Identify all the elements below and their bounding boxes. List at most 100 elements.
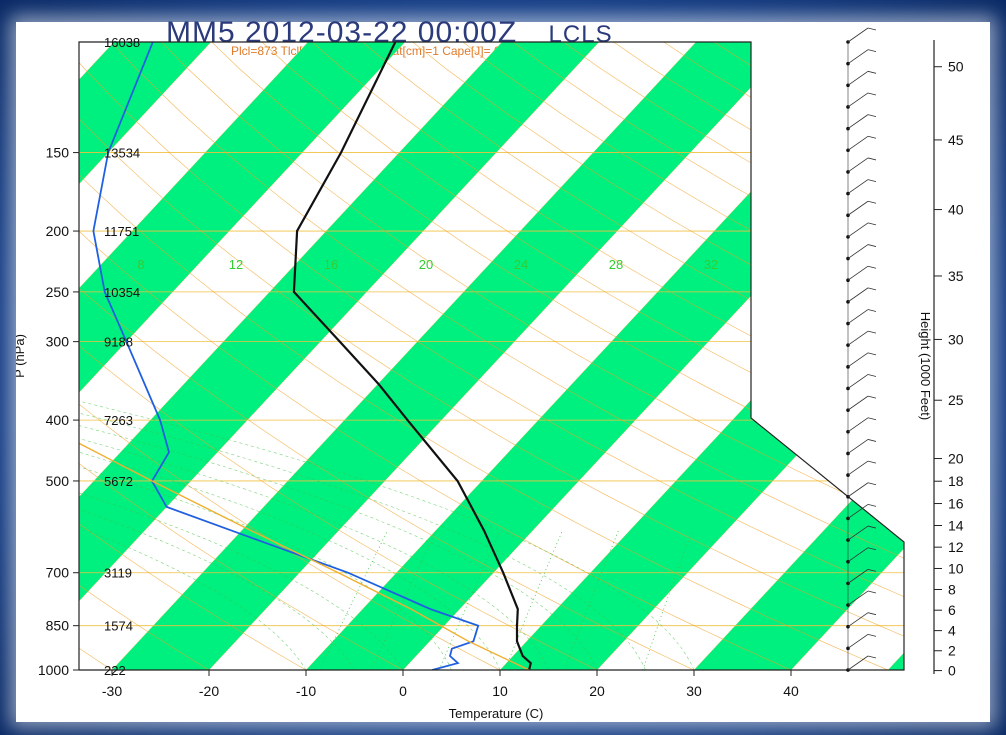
x-tick-label: 20	[589, 683, 605, 699]
wind-barb-shaft	[847, 49, 869, 64]
height-tick-label: 45	[948, 132, 964, 148]
y-tick-label: 400	[46, 412, 70, 428]
wind-barb-flag	[867, 547, 877, 551]
mixing-ratio-line	[319, 530, 388, 670]
dewpoint-profile	[92, 42, 480, 670]
temperature-band	[306, 42, 904, 670]
x-tick-label: 30	[686, 683, 702, 699]
isotherm-line	[693, 42, 904, 670]
wind-barb-shaft	[847, 417, 869, 433]
temperature-band	[500, 42, 904, 670]
height-tick-label: 35	[948, 268, 964, 284]
y-tick-label: 200	[46, 223, 70, 239]
isotherm-line	[79, 42, 729, 670]
height-label: 5672	[104, 474, 133, 489]
y-tick-label: 300	[46, 334, 70, 350]
wind-barb-shaft	[847, 634, 869, 649]
parcel-profile	[79, 42, 530, 670]
x-tick-label: 0	[399, 683, 407, 699]
y-tick-label: 150	[46, 145, 70, 161]
wind-barb-flag	[867, 179, 877, 182]
wind-barb-flag	[867, 655, 877, 659]
height-tick-label: 30	[948, 331, 964, 347]
wind-barb-shaft	[847, 222, 869, 238]
isotherm-line	[79, 42, 438, 670]
dry-adiabat	[79, 42, 232, 670]
wind-barb-shaft	[847, 287, 869, 303]
mixing-ratio-label: 20	[419, 257, 433, 272]
y-tick-label: 250	[46, 284, 70, 300]
dry-adiabat	[79, 42, 904, 670]
isotherm-line	[111, 42, 826, 670]
isotherm-line	[79, 42, 632, 670]
x-tick-label: 10	[492, 683, 508, 699]
height-label: 11751	[104, 224, 139, 239]
wind-barb-shaft	[847, 482, 869, 498]
y2-axis-title: Height (1000 Feet)	[918, 312, 933, 420]
wind-barb-flag	[867, 460, 877, 464]
wind-barb-flag	[867, 395, 877, 399]
height-tick-label: 16	[948, 496, 964, 512]
y-tick-label: 850	[46, 618, 70, 634]
wind-barb-shaft	[847, 374, 869, 389]
wind-barb-flag	[867, 265, 877, 269]
wind-barb-flag	[867, 222, 877, 226]
wind-barb-flag	[867, 417, 877, 421]
wind-barb-flag	[867, 157, 877, 161]
height-label: 222	[104, 663, 126, 678]
mixing-ratio-line	[642, 530, 693, 670]
height-tick-label: 20	[948, 451, 964, 467]
wind-barb-flag	[867, 525, 877, 529]
wind-barb-shaft	[847, 612, 869, 628]
y-tick-label: 700	[46, 565, 70, 581]
height-tick-label: 25	[948, 392, 964, 408]
wind-barb-shaft	[847, 569, 869, 584]
wind-barb-shaft	[847, 114, 869, 129]
wind-barb-shaft	[847, 590, 869, 606]
dry-adiabat	[79, 42, 822, 670]
height-label: 7263	[104, 413, 133, 428]
skew-t-chart: 8 12 16 20 24 28 32150200250300400500700850100…	[16, 27, 964, 721]
wind-barb-flag	[867, 287, 877, 291]
wind-barb-flag	[867, 568, 877, 572]
dry-adiabat	[230, 42, 904, 670]
temperature-profile	[292, 42, 532, 670]
mixing-ratio-label: 8	[137, 257, 144, 272]
height-tick-label: 6	[948, 602, 956, 618]
x-tick-label: -20	[199, 683, 219, 699]
mixing-ratio-line	[438, 530, 501, 670]
mixing-ratio-label: 16	[324, 257, 338, 272]
isotherm-line	[79, 42, 535, 670]
dry-adiabat	[79, 42, 330, 670]
wind-barb-shaft	[847, 309, 869, 324]
dry-adiabat	[79, 42, 625, 670]
mixing-ratio-label: 32	[704, 257, 718, 272]
temperature-band	[79, 42, 729, 670]
y-axis-title: P (hPa)	[16, 334, 27, 378]
dry-adiabat	[279, 42, 904, 670]
sounding-plot-panel: MM5 2012-03-22 00:00Z LCLS Plcl=873 Tlcl…	[16, 16, 990, 722]
wind-barb-flag	[867, 439, 877, 442]
wind-barb-shaft	[847, 92, 869, 108]
wind-barb-flag	[867, 27, 877, 31]
wind-barb-shaft	[847, 655, 869, 671]
wind-barb-shaft	[847, 265, 869, 281]
wind-barb-flag	[867, 633, 877, 637]
mixing-ratio-line	[504, 530, 563, 670]
height-label: 10354	[104, 285, 140, 300]
height-label: 3119	[104, 566, 132, 581]
height-tick-label: 8	[948, 581, 956, 597]
wind-barb-shaft	[847, 547, 869, 563]
y-tick-label: 1000	[38, 662, 69, 678]
height-tick-label: 4	[948, 623, 956, 639]
y-tick-label: 500	[46, 473, 70, 489]
wind-barb-flag	[867, 114, 877, 118]
dry-adiabat	[328, 42, 904, 670]
wind-barb-shaft	[847, 460, 869, 476]
x-tick-label: -30	[102, 683, 122, 699]
dry-adiabat	[181, 42, 904, 670]
height-tick-label: 0	[948, 663, 956, 679]
mixing-ratio-label: 12	[229, 257, 243, 272]
height-tick-label: 50	[948, 59, 964, 75]
